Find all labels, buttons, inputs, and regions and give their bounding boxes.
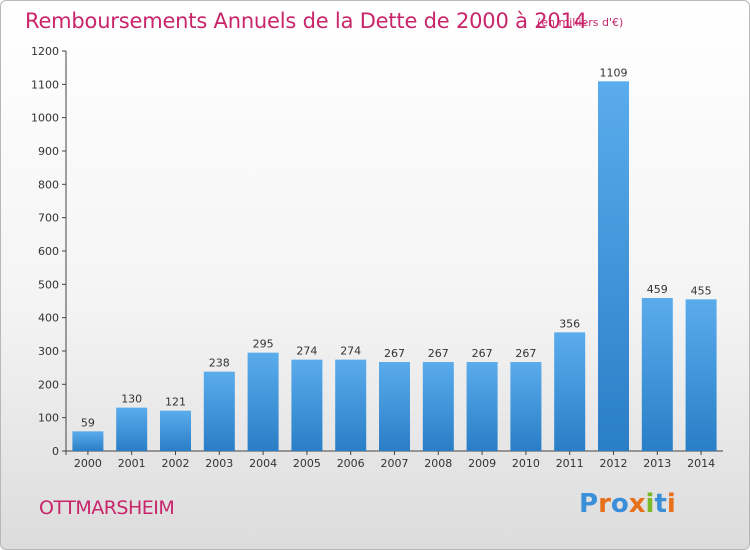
bar <box>466 362 498 451</box>
y-tick-label: 100 <box>38 412 59 425</box>
unit-label: (en milliers d'€) <box>537 16 624 29</box>
y-tick-label: 1000 <box>31 112 59 125</box>
bar-value-label: 267 <box>428 347 449 360</box>
bar-value-label: 130 <box>121 393 142 406</box>
logo-letter: i <box>666 489 676 519</box>
x-tick-label: 2004 <box>249 457 277 470</box>
logo-letter: x <box>628 489 646 519</box>
logo-letter: t <box>654 489 667 519</box>
logo-letter: r <box>598 489 611 519</box>
bar <box>685 299 717 451</box>
bar-value-label: 1109 <box>600 66 628 79</box>
y-tick-label: 0 <box>52 445 59 458</box>
bar-value-label: 121 <box>165 396 186 409</box>
bar-value-label: 274 <box>340 345 361 358</box>
bar <box>72 431 104 451</box>
bar <box>247 352 279 451</box>
y-tick-label: 500 <box>38 278 59 291</box>
chart-axes: 0 100 200 300 400 500 600 700 800 900 1000 1100 1200… <box>31 45 723 470</box>
y-tick-label: 400 <box>38 312 59 325</box>
bar-series: 59 130 121 238 295 274 274 267 267 267 267 356 1109 4… <box>72 66 717 451</box>
bar <box>203 371 235 451</box>
x-tick-label: 2011 <box>556 457 584 470</box>
x-tick-label: 2012 <box>600 457 628 470</box>
bar-value-label: 267 <box>515 347 536 360</box>
logo-letter: i <box>645 489 655 519</box>
y-tick-label: 1200 <box>31 45 59 58</box>
bar <box>160 410 191 451</box>
y-tick-label: 700 <box>38 212 59 225</box>
y-tick-label: 600 <box>38 245 59 258</box>
bar <box>116 407 148 451</box>
logo-letter: o <box>610 489 629 519</box>
x-tick-label: 2014 <box>687 457 715 470</box>
bar-value-label: 238 <box>209 357 230 370</box>
bar-value-label: 455 <box>691 284 712 297</box>
y-tick-label: 200 <box>38 378 59 391</box>
x-tick-label: 2003 <box>205 457 233 470</box>
bar-value-label: 295 <box>253 338 274 351</box>
bar <box>598 81 629 451</box>
x-tick-label: 2013 <box>643 457 671 470</box>
x-tick-label: 2008 <box>424 457 452 470</box>
proxiti-logo: Proxiti <box>579 489 676 519</box>
logo-letter: P <box>579 489 599 519</box>
bar <box>554 332 586 451</box>
bar <box>510 362 542 451</box>
x-tick-label: 2000 <box>74 457 102 470</box>
y-tick-label: 900 <box>38 145 59 158</box>
x-tick-label: 2007 <box>381 457 409 470</box>
bar-value-label: 267 <box>384 347 405 360</box>
bar <box>422 362 454 451</box>
bar-value-label: 459 <box>647 283 668 296</box>
bar-value-label: 267 <box>472 347 493 360</box>
bar-value-label: 59 <box>81 416 95 429</box>
bar-value-label: 356 <box>559 317 580 330</box>
x-tick-label: 2010 <box>512 457 540 470</box>
x-tick-label: 2002 <box>162 457 190 470</box>
y-tick-label: 1100 <box>31 78 59 91</box>
y-tick-label: 800 <box>38 178 59 191</box>
bar <box>379 362 410 451</box>
bar-value-label: 274 <box>296 345 317 358</box>
x-tick-label: 2009 <box>468 457 496 470</box>
bar <box>335 359 367 451</box>
x-tick-label: 2005 <box>293 457 321 470</box>
bar <box>641 298 673 451</box>
commune-name: OTTMARSHEIM <box>39 497 175 519</box>
x-tick-label: 2006 <box>337 457 365 470</box>
chart-title: Remboursements Annuels de la Dette de 20… <box>25 9 587 33</box>
bar <box>291 359 323 451</box>
x-tick-label: 2001 <box>118 457 146 470</box>
y-tick-label: 300 <box>38 345 59 358</box>
